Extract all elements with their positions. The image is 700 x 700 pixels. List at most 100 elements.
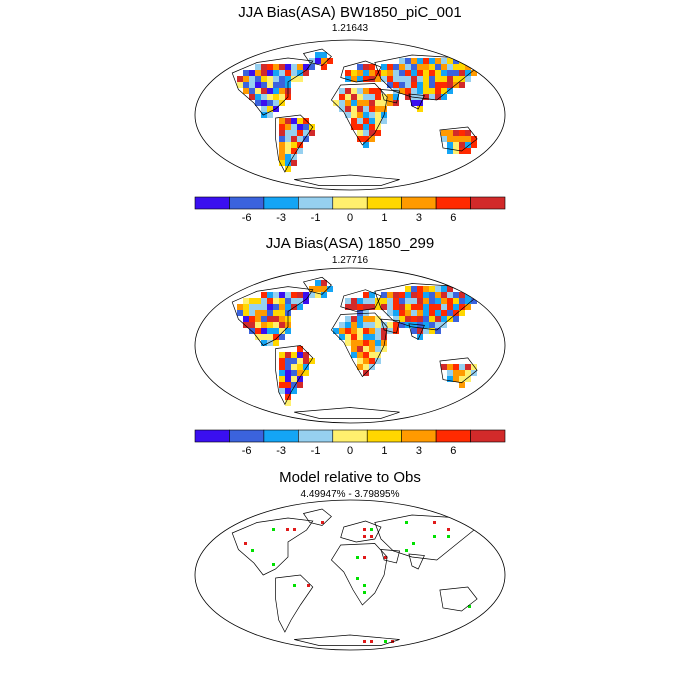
bias-cell [279, 64, 285, 70]
bias-cell [447, 64, 453, 70]
bias-cell [261, 100, 267, 106]
bias-cell [255, 304, 261, 310]
bias-cell [351, 322, 357, 328]
antarctica-coastline [294, 174, 400, 186]
bias-cell [303, 70, 309, 76]
bias-cell [243, 322, 249, 328]
bias-cell [453, 136, 459, 142]
bias-cell [345, 328, 351, 334]
bias-cell [459, 130, 465, 136]
colorbar-tick-label: -3 [276, 445, 286, 457]
bias-cell [417, 64, 423, 70]
bias-cell [267, 334, 273, 340]
bias-cell [471, 136, 477, 142]
bias-cell [381, 298, 387, 304]
bias-cell [441, 292, 447, 298]
bias-cell [447, 370, 453, 376]
relative-cell [293, 584, 296, 587]
bias-cell [399, 292, 405, 298]
panel-model-relative: Model relative to Obs 4.49947% - 3.79895… [194, 469, 506, 651]
bias-cell [441, 322, 447, 328]
bias-cell [453, 130, 459, 136]
bias-cell [273, 82, 279, 88]
bias-cell [279, 118, 285, 124]
relative-cell [447, 528, 450, 531]
relative-cell [272, 563, 275, 566]
bias-cell [279, 352, 285, 358]
bias-cell [453, 316, 459, 322]
bias-cell [405, 286, 411, 292]
bias-cell [417, 76, 423, 82]
bias-cell [411, 100, 417, 106]
bias-cell [393, 94, 399, 100]
colorbar-segment [470, 196, 506, 210]
bias-cell [249, 70, 255, 76]
bias-cell [261, 334, 267, 340]
bias-cell [411, 70, 417, 76]
bias-cell [273, 70, 279, 76]
bias-cell [327, 286, 333, 292]
bias-cell [363, 94, 369, 100]
bias-cell [459, 298, 465, 304]
colorbar-tick-label: 1 [381, 212, 387, 224]
bias-cell [375, 304, 381, 310]
relative-cell [363, 584, 366, 587]
australia-coastline [439, 357, 478, 384]
bias-cell [279, 388, 285, 394]
bias-cell [279, 292, 285, 298]
bias-cell [357, 298, 363, 304]
bias-cell [447, 70, 453, 76]
bias-cell [423, 64, 429, 70]
bias-cell [417, 298, 423, 304]
arabia-coastline [380, 318, 401, 334]
bias-cell [459, 64, 465, 70]
bias-cell [279, 322, 285, 328]
india-coastline [408, 553, 425, 570]
bias-cell [435, 310, 441, 316]
bias-cell [387, 310, 393, 316]
colorbar-segment [194, 196, 230, 210]
relative-cell [251, 549, 254, 552]
bias-cell [255, 70, 261, 76]
bias-cell [345, 70, 351, 76]
bias-cell [429, 310, 435, 316]
bias-cell [351, 352, 357, 358]
bias-cell [363, 64, 369, 70]
bias-cell [261, 298, 267, 304]
colorbar: -6 -3 -1 0 1 3 6 [194, 196, 506, 224]
bias-cell [279, 298, 285, 304]
bias-cell [345, 322, 351, 328]
bias-cell [357, 70, 363, 76]
bias-cell [309, 124, 315, 130]
bias-cell [249, 94, 255, 100]
bias-cell [441, 304, 447, 310]
bias-cell [369, 64, 375, 70]
bias-cell [297, 148, 303, 154]
bias-cell [387, 64, 393, 70]
bias-cell [423, 76, 429, 82]
bias-cell [363, 304, 369, 310]
bias-cell [411, 322, 417, 328]
bias-cell [429, 94, 435, 100]
bias-cell [369, 70, 375, 76]
bias-cell [237, 310, 243, 316]
bias-cell [465, 64, 471, 70]
bias-cell [351, 340, 357, 346]
bias-cell [447, 88, 453, 94]
bias-cell [261, 322, 267, 328]
bias-cell [249, 322, 255, 328]
bias-cell [285, 328, 291, 334]
bias-cell [435, 298, 441, 304]
bias-cell [285, 358, 291, 364]
bias-cell [297, 298, 303, 304]
bias-cell [369, 130, 375, 136]
colorbar-segment [401, 429, 437, 443]
map-fill [231, 276, 478, 419]
relative-cell [412, 542, 415, 545]
bias-cell [417, 88, 423, 94]
bias-cell [423, 82, 429, 88]
bias-cell [369, 352, 375, 358]
europe-coastline [340, 289, 382, 312]
south-america-coastline [275, 574, 314, 633]
bias-cell [441, 58, 447, 64]
